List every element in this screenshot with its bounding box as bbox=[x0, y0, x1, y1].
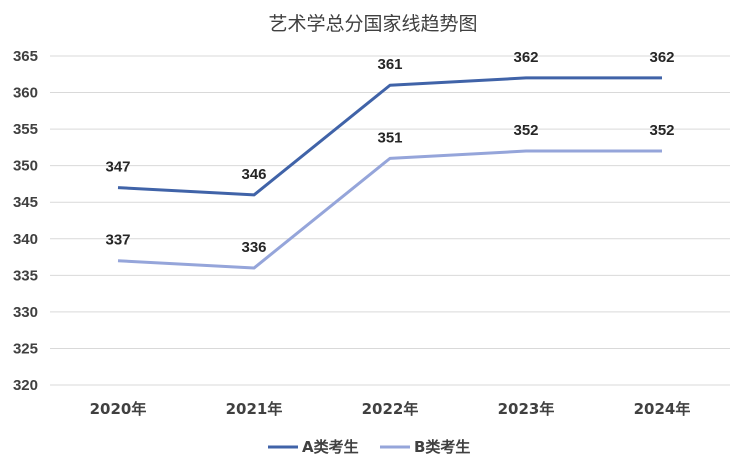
y-tick-label: 325 bbox=[13, 340, 38, 357]
x-tick-label: 2024年 bbox=[634, 400, 691, 418]
y-tick-label: 335 bbox=[13, 267, 38, 284]
x-tick-label: 2023年 bbox=[498, 400, 555, 418]
x-tick-label: 2020年 bbox=[90, 400, 147, 418]
data-label: 362 bbox=[513, 49, 538, 66]
y-tick-label: 355 bbox=[13, 121, 38, 138]
y-tick-label: 365 bbox=[13, 48, 38, 65]
data-label: 352 bbox=[649, 122, 674, 139]
gridlines bbox=[50, 55, 730, 386]
data-label: 336 bbox=[241, 239, 266, 256]
legend: A类考生 B类考生 bbox=[268, 438, 470, 456]
data-label: 362 bbox=[649, 49, 674, 66]
series-lines bbox=[117, 76, 662, 270]
data-labels: 347 346 361 362 362 337 336 351 352 352 bbox=[105, 49, 674, 256]
series-line bbox=[117, 149, 662, 270]
y-tick-label: 340 bbox=[13, 231, 38, 248]
legend-label: A类考生 bbox=[302, 438, 359, 456]
y-tick-label: 320 bbox=[13, 377, 38, 394]
y-axis: 320 325 330 335 340 345 350 355 360 365 bbox=[13, 48, 38, 394]
data-label: 361 bbox=[377, 56, 402, 73]
chart-title: 艺术学总分国家线趋势图 bbox=[268, 13, 477, 35]
x-tick-label: 2021年 bbox=[226, 400, 283, 418]
data-label: 347 bbox=[105, 159, 130, 176]
data-label: 351 bbox=[377, 129, 402, 146]
x-axis: 2020年 2021年 2022年 2023年 2024年 bbox=[90, 400, 691, 418]
data-label: 346 bbox=[241, 166, 266, 183]
data-label: 352 bbox=[513, 122, 538, 139]
legend-label: B类考生 bbox=[414, 438, 470, 456]
y-tick-label: 350 bbox=[13, 158, 38, 175]
x-tick-label: 2022年 bbox=[362, 400, 419, 418]
y-tick-label: 360 bbox=[13, 85, 38, 102]
series-line bbox=[117, 76, 662, 197]
data-label: 337 bbox=[105, 232, 130, 249]
y-tick-label: 345 bbox=[13, 194, 38, 211]
y-tick-label: 330 bbox=[13, 304, 38, 321]
